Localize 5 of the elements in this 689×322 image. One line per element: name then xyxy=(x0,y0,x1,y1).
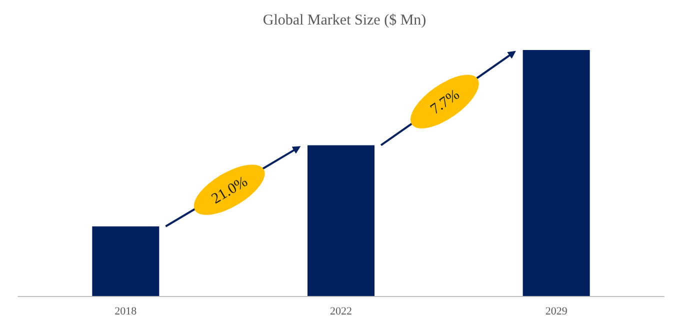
chart-title: Global Market Size ($ Mn) xyxy=(262,12,426,28)
x-tick-label: 2029 xyxy=(545,306,568,318)
x-tick-label: 2022 xyxy=(330,306,352,318)
x-tick-label: 2018 xyxy=(114,306,138,318)
annotation: 7.7% xyxy=(428,86,463,118)
